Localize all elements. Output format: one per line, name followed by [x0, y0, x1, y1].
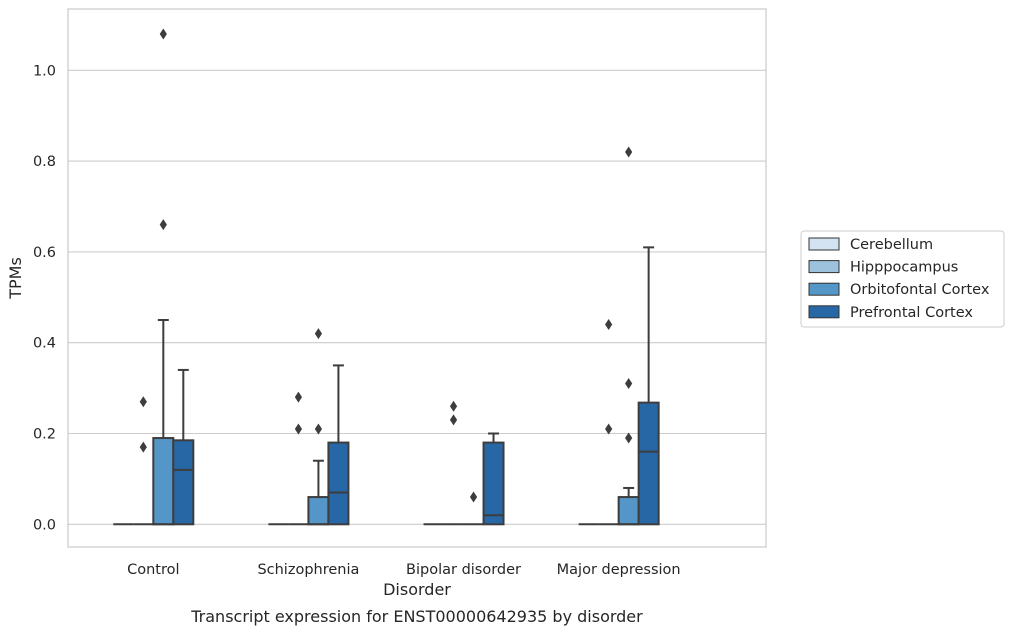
- outlier-point: [625, 146, 633, 158]
- legend-swatch: [808, 237, 840, 251]
- box-orbitofontal-cortex-3: [617, 146, 640, 526]
- y-tick-label: 0.6: [33, 245, 56, 261]
- legend-label: Cerebellum: [850, 237, 933, 253]
- outlier-point: [314, 423, 323, 435]
- box-hipppocampus-2: [443, 400, 464, 526]
- outlier-point: [469, 491, 478, 503]
- legend-swatch: [808, 305, 840, 319]
- box-body: [152, 437, 175, 526]
- legend-swatch: [808, 260, 840, 274]
- outlier-point: [605, 319, 613, 331]
- x-axis-label: Disorder: [383, 580, 451, 599]
- outlier-point: [449, 414, 458, 426]
- legend: Cerebellum Hipppocampus Orbitofontal Corte…: [800, 230, 1005, 328]
- y-tick-label: 1.0: [33, 63, 56, 79]
- x-tick-label: Control: [127, 562, 179, 578]
- box-body: [327, 441, 350, 526]
- outlier-point: [294, 391, 303, 403]
- box-orbitofontal-cortex-0: [152, 28, 175, 526]
- outlier-point: [625, 378, 633, 390]
- legend-label: Hipppocampus: [850, 260, 958, 276]
- outlier-point: [159, 28, 167, 40]
- legend-label: Orbitofontal Cortex: [850, 282, 990, 298]
- legend-swatch: [808, 282, 840, 296]
- box-prefrontal-cortex-0: [172, 368, 195, 526]
- box-hipppocampus-1: [288, 391, 309, 526]
- box-orbitofontal-cortex-2: [463, 491, 484, 526]
- plot-frame: [67, 8, 767, 548]
- legend-frame: [800, 230, 1005, 328]
- outlier-point: [139, 396, 147, 408]
- box-orbitofontal-cortex-1: [307, 328, 330, 526]
- box-hipppocampus-3: [598, 319, 619, 526]
- y-tick-labels: 0.0 0.2 0.4 0.6 0.8 1.0: [33, 63, 56, 533]
- outlier-point: [314, 328, 323, 340]
- outlier-point: [449, 400, 458, 412]
- box-prefrontal-cortex-2: [482, 432, 505, 526]
- box-body: [637, 401, 660, 526]
- box-prefrontal-cortex-1: [327, 364, 350, 526]
- y-tick-label: 0.4: [33, 336, 56, 352]
- box-body: [307, 496, 330, 526]
- y-tick-label: 0.0: [33, 517, 56, 533]
- outlier-point: [294, 423, 303, 435]
- outlier-point: [605, 423, 613, 435]
- box-prefrontal-cortex-3: [637, 246, 660, 526]
- y-axis-label: TPMs: [6, 257, 25, 300]
- box-body: [482, 441, 505, 526]
- x-tick-label: Bipolar disorder: [406, 562, 521, 578]
- y-tick-label: 0.8: [33, 154, 56, 170]
- legend-label: Prefrontal Cortex: [850, 305, 973, 321]
- chart-caption: Transcript expression for ENST0000064293…: [190, 607, 643, 626]
- box-body: [172, 439, 195, 526]
- x-tick-label: Major depression: [557, 562, 681, 578]
- x-tick-labels: Control Schizophrenia Bipolar disorder Majo…: [127, 562, 681, 578]
- box-hipppocampus-0: [133, 396, 154, 526]
- x-tick-label: Schizophrenia: [257, 562, 359, 578]
- y-tick-label: 0.2: [33, 426, 56, 442]
- outlier-point: [139, 441, 147, 453]
- boxes: [113, 28, 660, 526]
- box-body: [617, 496, 640, 526]
- outlier-point: [625, 432, 633, 444]
- outlier-point: [159, 219, 167, 231]
